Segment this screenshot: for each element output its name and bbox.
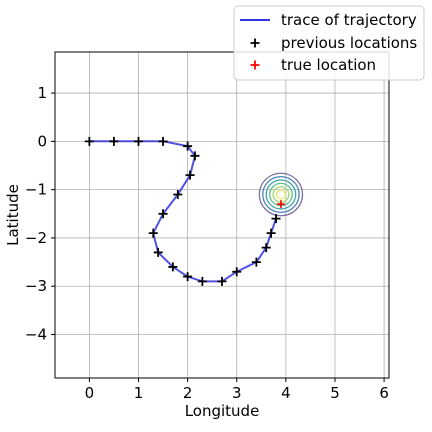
y-tick-label: −1 <box>25 181 47 199</box>
legend-label-true: true location <box>281 56 376 74</box>
y-axis-label: Latitude <box>4 184 22 246</box>
x-tick-label: 1 <box>134 384 144 402</box>
y-tick-label: 0 <box>37 132 47 150</box>
y-tick-label: −4 <box>25 326 47 344</box>
density-contour-ring <box>275 189 287 200</box>
marker-series <box>84 136 285 286</box>
density-contours <box>258 172 304 217</box>
density-contour-ring <box>265 179 297 210</box>
previous-location-marker <box>185 170 195 180</box>
y-tick-label: −2 <box>25 229 47 247</box>
previous-location-marker <box>84 136 94 146</box>
true-location-marker <box>276 200 285 209</box>
previous-location-marker <box>190 151 200 161</box>
previous-location-marker <box>232 267 242 277</box>
previous-location-marker <box>134 136 143 146</box>
previous-location-marker <box>109 136 119 146</box>
x-tick-label: 3 <box>232 384 242 402</box>
trajectory-series <box>89 140 277 283</box>
density-contour-ring <box>262 175 300 213</box>
previous-location-marker <box>183 272 193 282</box>
x-tick-label: 6 <box>379 384 389 402</box>
previous-location-marker <box>168 262 178 272</box>
previous-location-marker <box>266 228 276 238</box>
previous-location-marker <box>173 189 183 199</box>
x-tick-label: 5 <box>330 384 340 402</box>
previous-location-marker <box>158 136 168 146</box>
previous-location-marker <box>217 276 227 286</box>
previous-location-marker <box>251 257 261 267</box>
y-tick-label: 1 <box>37 84 47 102</box>
legend-label-previous: previous locations <box>281 34 417 52</box>
previous-location-marker <box>197 276 207 286</box>
x-tick-label: 0 <box>85 384 95 402</box>
previous-location-marker <box>183 141 193 151</box>
previous-location-marker <box>271 214 281 224</box>
density-contour-ring <box>272 186 290 203</box>
legend: trace of trajectory previous locations t… <box>233 5 425 81</box>
trajectory-line <box>89 140 277 283</box>
legend-label-trace: trace of trajectory <box>281 11 417 29</box>
x-axis-label: Longitude <box>185 402 260 420</box>
grid-lines <box>55 52 389 378</box>
previous-location-marker <box>153 247 163 257</box>
y-tick-label: −3 <box>25 277 47 295</box>
x-tick-label: 2 <box>183 384 193 402</box>
previous-location-marker <box>148 228 158 238</box>
previous-location-marker <box>261 243 271 253</box>
density-contour-ring <box>258 172 304 217</box>
legend-box <box>233 5 425 81</box>
plot-frame <box>54 51 390 379</box>
previous-location-marker <box>158 209 168 219</box>
tick-marks: 0 1 2 3 4 5 6 1 0 −1 −2 −3 −4 <box>25 84 389 402</box>
x-tick-label: 4 <box>281 384 291 402</box>
legend-plus-red <box>250 60 260 70</box>
legend-plus-black <box>250 38 260 48</box>
